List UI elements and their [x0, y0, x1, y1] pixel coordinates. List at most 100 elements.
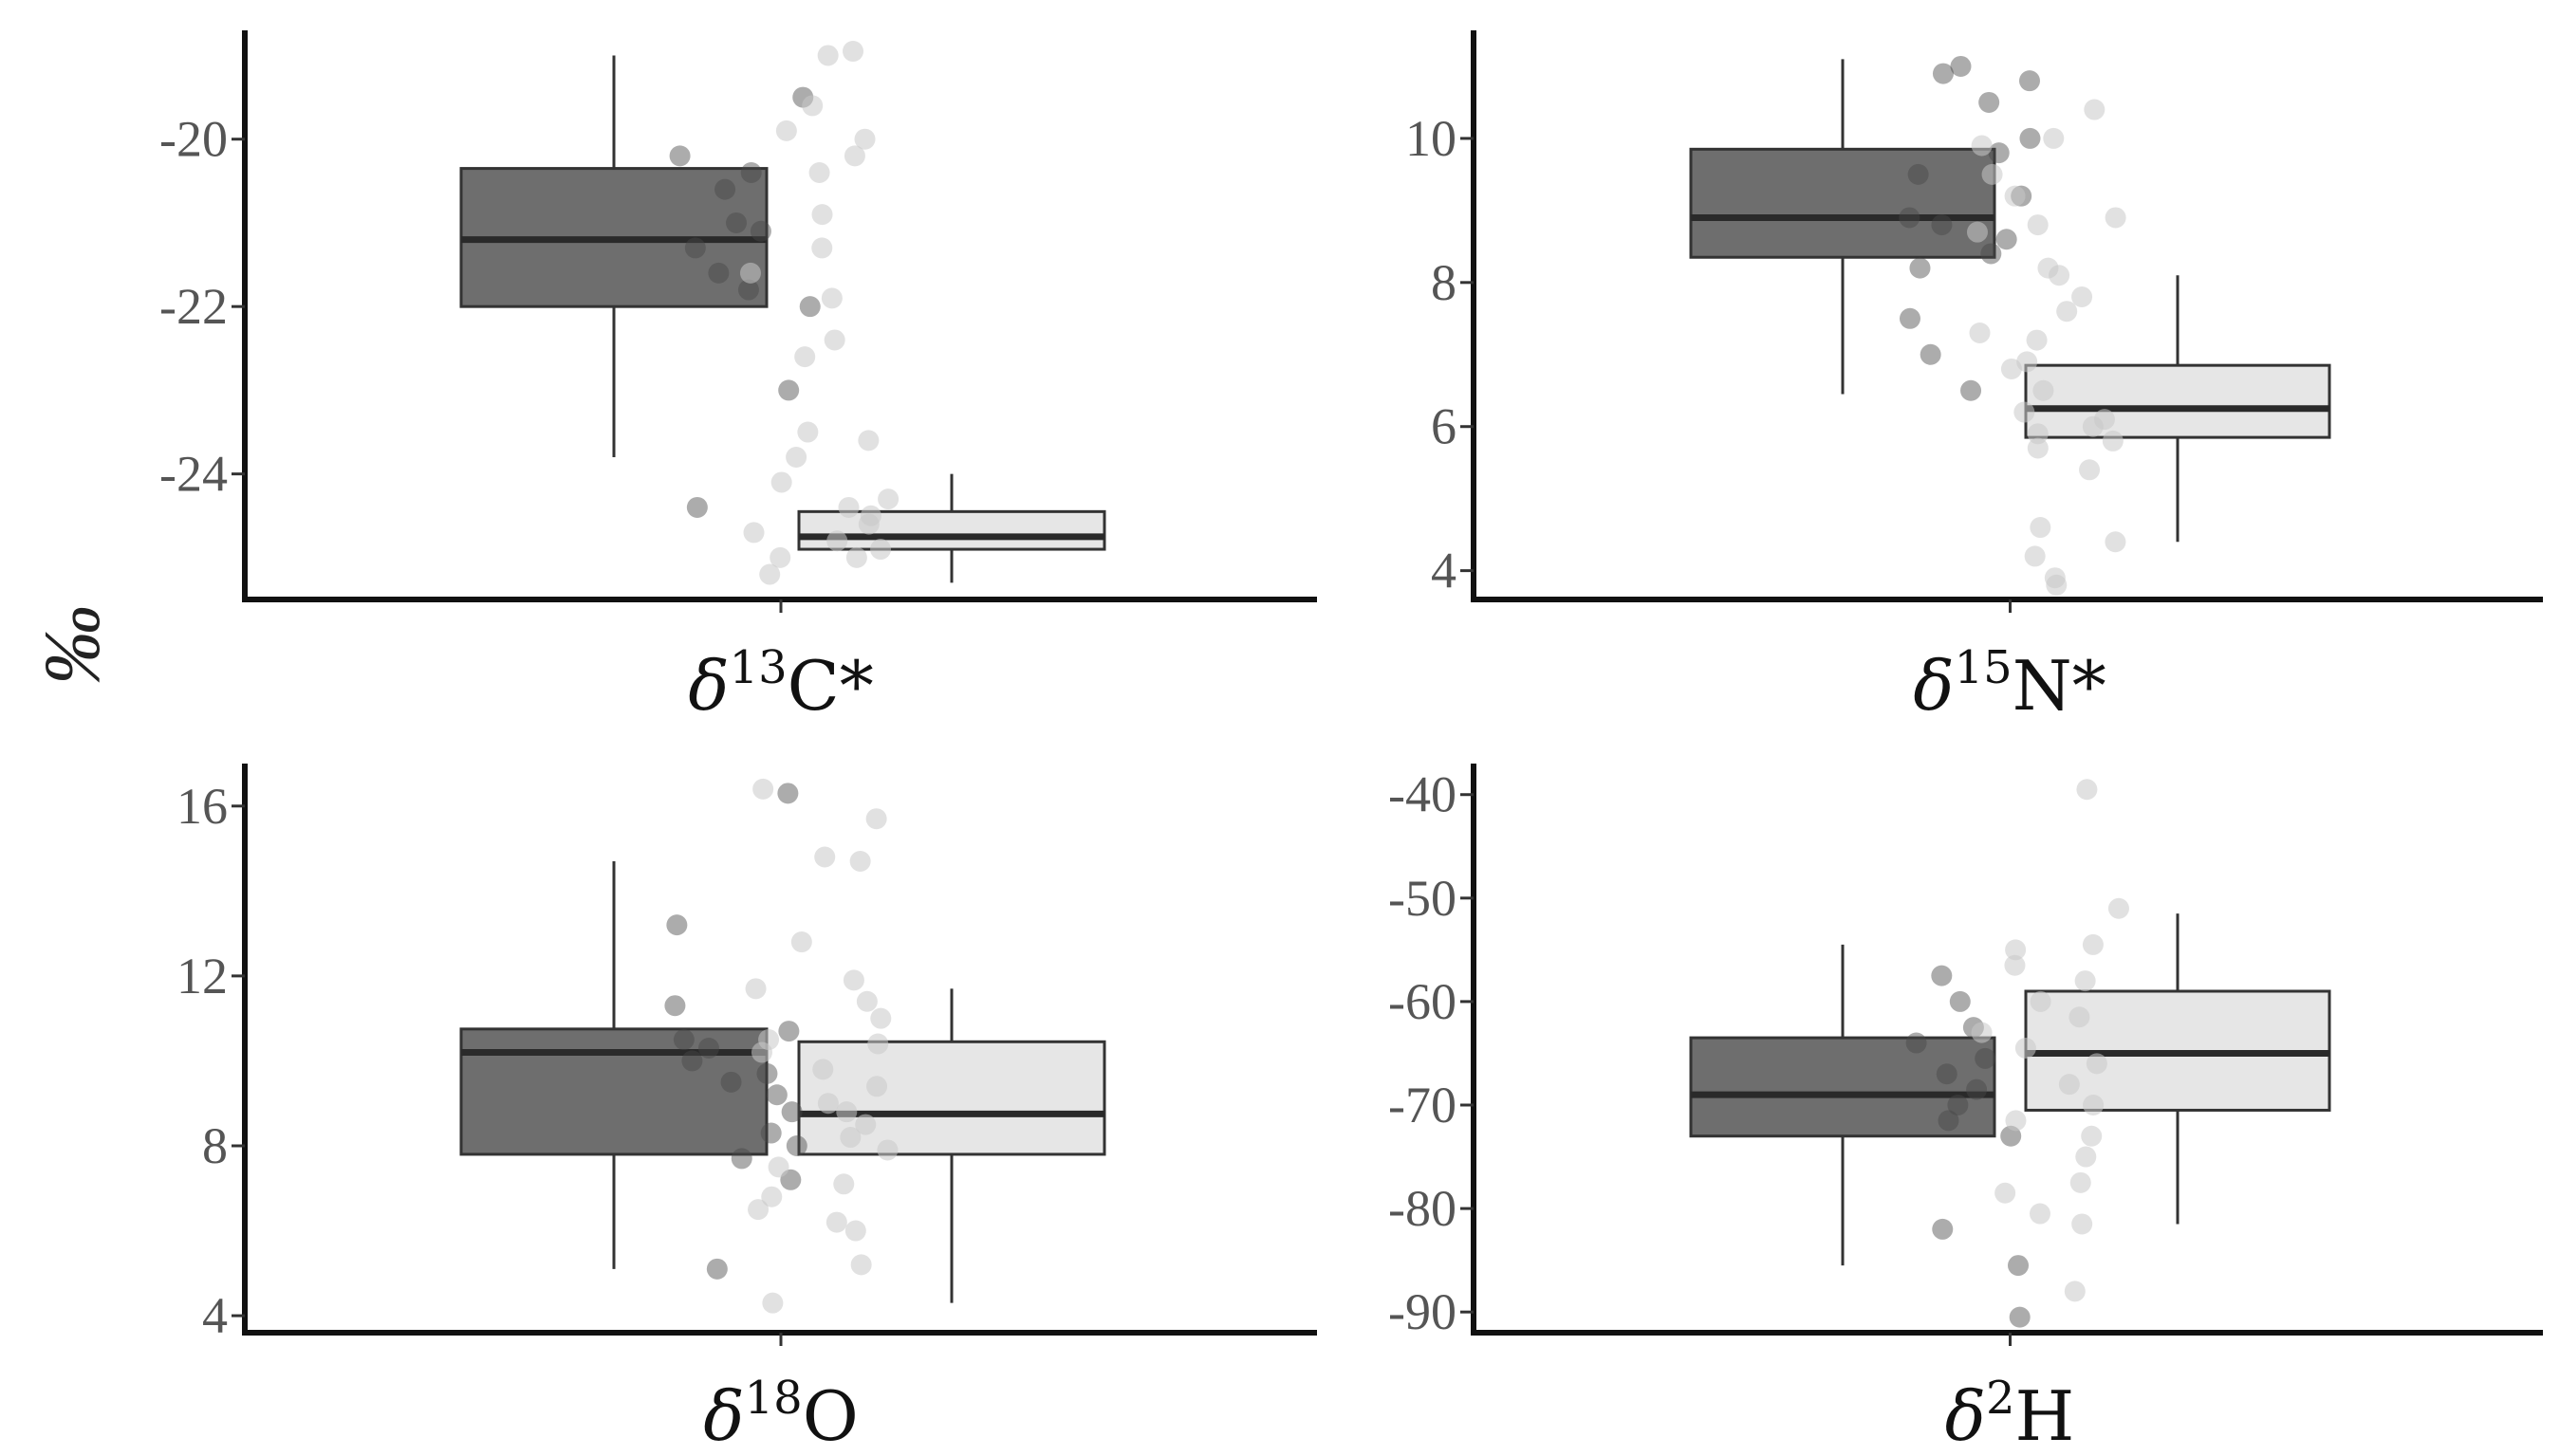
data-point — [2004, 954, 2026, 976]
data-point — [2043, 127, 2065, 149]
data-point — [2074, 970, 2096, 992]
data-point — [2014, 1038, 2036, 1059]
data-point — [2081, 1125, 2103, 1147]
data-point — [2005, 939, 2027, 961]
data-point — [1949, 990, 1971, 1012]
data-point — [2105, 531, 2126, 553]
data-point — [673, 1029, 695, 1051]
y-tick-label: 4 — [1431, 543, 1456, 599]
data-point — [1950, 55, 1972, 77]
data-point — [739, 262, 761, 284]
data-point — [2071, 1213, 2093, 1235]
data-point — [799, 296, 821, 318]
data-point — [2027, 214, 2049, 236]
data-point — [778, 1021, 800, 1042]
data-point — [1932, 1218, 1954, 1240]
data-point — [833, 1173, 855, 1195]
data-point — [778, 379, 800, 401]
data-point — [686, 496, 708, 518]
data-point — [1931, 965, 1953, 986]
data-point — [802, 95, 824, 117]
data-point — [697, 1038, 719, 1059]
data-point — [858, 513, 880, 535]
data-point — [708, 262, 730, 284]
data-point — [1966, 1078, 1988, 1100]
panel-2: 4 6 8 10 δ15N* — [1405, 30, 2543, 726]
data-point — [844, 1220, 866, 1242]
data-point — [2009, 1306, 2031, 1328]
data-point — [1920, 343, 1941, 365]
data-point — [1995, 229, 2017, 250]
data-point — [1947, 1095, 1969, 1115]
data-point — [817, 45, 839, 66]
data-point — [790, 931, 812, 953]
data-point — [814, 846, 836, 868]
data-point — [2069, 1171, 2091, 1193]
data-point — [840, 1127, 862, 1149]
data-point — [781, 1101, 803, 1123]
data-point — [2008, 1255, 2030, 1277]
data-point — [743, 522, 765, 544]
data-point — [1975, 1047, 1996, 1069]
data-point — [770, 546, 791, 568]
data-point — [1905, 1032, 1927, 1054]
y-tick-label: 4 — [202, 1287, 228, 1344]
data-point — [1994, 1182, 2016, 1204]
data-point — [811, 204, 833, 226]
data-point — [797, 421, 819, 443]
data-point — [1980, 243, 2002, 265]
data-point — [740, 162, 762, 183]
data-point — [2005, 1110, 2027, 1132]
data-point — [2013, 401, 2035, 423]
panel-4: -90 -80 -70 -60 -50 -40 δ2H — [1388, 764, 2543, 1456]
data-point — [858, 430, 880, 452]
data-point — [867, 1033, 889, 1055]
data-point — [731, 1148, 752, 1170]
facet-title: δ15N* — [1913, 641, 2106, 726]
data-point — [836, 1101, 858, 1123]
data-point — [2004, 185, 2026, 207]
data-point — [1969, 322, 1991, 343]
panel-1: -24 -22 -20 δ13C* — [159, 30, 1317, 726]
data-point — [826, 1211, 847, 1233]
data-point — [808, 162, 830, 183]
data-point — [838, 496, 860, 518]
data-point — [2049, 265, 2070, 286]
data-point — [2064, 1281, 2086, 1302]
data-point — [2083, 1095, 2105, 1115]
y-tick-label: 8 — [1431, 254, 1456, 311]
data-point — [2107, 897, 2129, 919]
data-point — [1931, 214, 1953, 236]
data-point — [2029, 1203, 2050, 1225]
y-tick-label: -90 — [1388, 1283, 1456, 1340]
data-point — [1936, 1063, 1957, 1085]
data-point — [664, 995, 686, 1017]
data-point — [2019, 127, 2041, 149]
data-point — [845, 546, 867, 568]
y-tick-label: 12 — [176, 948, 228, 1004]
data-point — [759, 563, 781, 585]
y-tick-label: -40 — [1388, 766, 1456, 823]
box-group-1 — [1689, 147, 1996, 259]
panel-3: 4 8 12 16 δ18O — [176, 764, 1317, 1456]
data-point — [2058, 1074, 2080, 1096]
data-point — [2027, 423, 2049, 445]
data-point — [2075, 1146, 2097, 1168]
y-tick-label: -80 — [1388, 1180, 1456, 1237]
data-point — [2046, 574, 2068, 596]
data-point — [720, 1071, 742, 1093]
data-point — [866, 1076, 888, 1097]
data-point — [854, 128, 876, 150]
data-point — [849, 850, 871, 872]
data-point — [2082, 415, 2104, 437]
data-point — [777, 783, 799, 804]
data-point — [760, 1122, 782, 1144]
data-point — [737, 279, 759, 301]
data-point — [752, 778, 774, 800]
data-point — [2076, 779, 2098, 801]
data-point — [748, 1199, 770, 1221]
data-point — [669, 145, 691, 167]
y-tick-label: -24 — [159, 446, 228, 503]
data-point — [811, 237, 833, 259]
y-tick-label: 10 — [1405, 110, 1456, 167]
